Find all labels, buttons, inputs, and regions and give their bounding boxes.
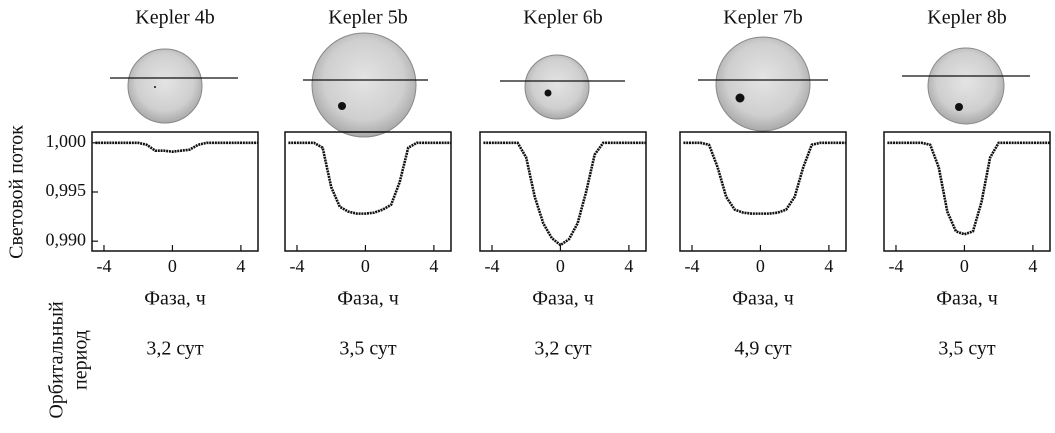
x-tick-label: -4 — [888, 256, 903, 276]
planet — [955, 103, 963, 111]
planet — [736, 94, 745, 103]
star — [928, 48, 1004, 124]
y-axis-label: Световой поток — [6, 125, 28, 259]
planet — [338, 102, 346, 110]
light-curve — [95, 143, 258, 152]
planet-title: Kepler 8b — [927, 7, 1006, 29]
planet — [545, 90, 552, 97]
planet-title: Kepler 5b — [328, 7, 407, 29]
x-tick-label: 0 — [756, 256, 765, 276]
plot-frame — [680, 132, 846, 251]
x-tick-label: 0 — [556, 256, 565, 276]
y-tick-label: 0,995 — [46, 180, 87, 200]
star — [716, 37, 810, 131]
plot-frame — [884, 132, 1050, 251]
x-tick-label: 4 — [824, 256, 833, 276]
figure: Световой поток Орбитальный период Kepler… — [0, 0, 1055, 433]
x-tick-label: 4 — [236, 256, 245, 276]
orbital-period: 3,5 сут — [339, 338, 397, 360]
x-tick-label: -4 — [684, 256, 699, 276]
star — [525, 55, 589, 119]
orbital-period: 3,2 сут — [534, 338, 592, 360]
planet-title: Kepler 4b — [135, 7, 214, 29]
x-tick-label: 4 — [1028, 256, 1037, 276]
x-axis-label: Фаза, ч — [144, 288, 206, 310]
x-tick-label: -4 — [289, 256, 304, 276]
light-curve — [683, 143, 846, 214]
light-curve — [288, 143, 451, 214]
star — [312, 33, 416, 137]
plot-frame — [92, 132, 258, 251]
planet-title: Kepler 7b — [723, 7, 802, 29]
planet — [154, 86, 156, 88]
plot-frame — [285, 132, 451, 251]
plot-frame — [480, 132, 646, 251]
planet-title: Kepler 6b — [523, 7, 602, 29]
x-tick-label: -4 — [484, 256, 499, 276]
orbital-period: 4,9 сут — [734, 338, 792, 360]
light-curve — [887, 143, 1050, 234]
orbital-period: 3,2 сут — [146, 338, 204, 360]
orbital-period: 3,5 сут — [938, 338, 996, 360]
y-tick-label: 0,990 — [46, 229, 87, 249]
x-tick-label: -4 — [96, 256, 111, 276]
x-axis-label: Фаза, ч — [936, 288, 998, 310]
x-tick-label: 4 — [624, 256, 633, 276]
x-axis-label: Фаза, ч — [732, 288, 794, 310]
x-axis-label: Фаза, ч — [532, 288, 594, 310]
x-tick-label: 0 — [960, 256, 969, 276]
star — [128, 49, 202, 123]
light-curve — [483, 143, 646, 245]
y-tick-label: 1,000 — [46, 131, 87, 151]
period-label: Орбитальный — [46, 301, 68, 419]
period-label: период — [70, 330, 92, 390]
x-tick-label: 4 — [429, 256, 438, 276]
x-tick-label: 0 — [361, 256, 370, 276]
x-axis-label: Фаза, ч — [337, 288, 399, 310]
x-tick-label: 0 — [168, 256, 177, 276]
